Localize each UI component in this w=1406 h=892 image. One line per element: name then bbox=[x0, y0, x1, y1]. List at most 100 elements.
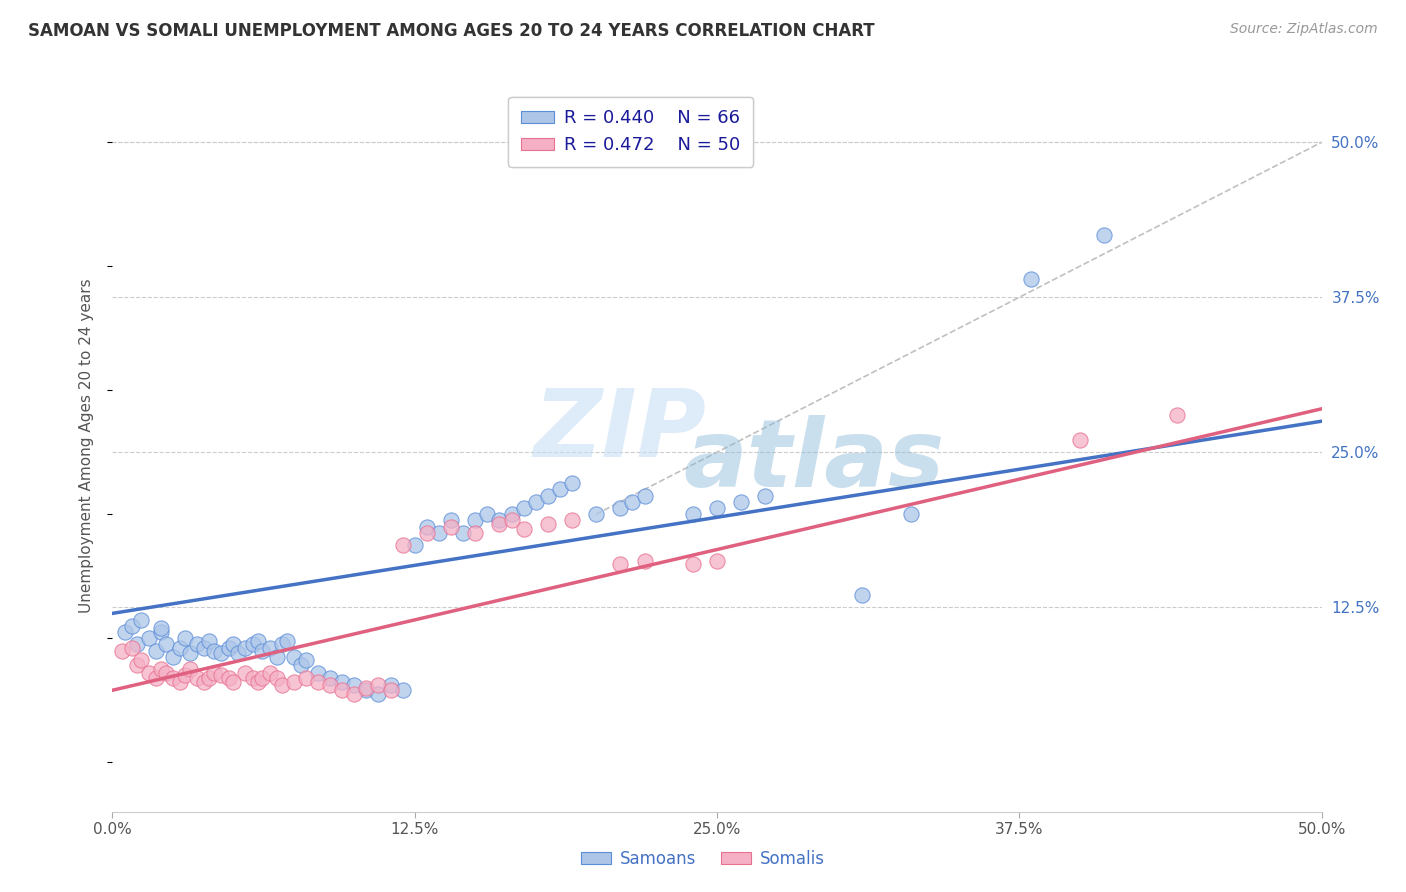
Point bbox=[111, 643, 134, 657]
Point bbox=[193, 641, 215, 656]
Point bbox=[1021, 271, 1043, 285]
Point bbox=[730, 495, 752, 509]
Point bbox=[477, 507, 499, 521]
Point bbox=[851, 588, 873, 602]
Point bbox=[427, 525, 450, 540]
Point bbox=[330, 674, 353, 689]
Point bbox=[162, 649, 184, 664]
Point bbox=[343, 678, 366, 692]
Point bbox=[149, 621, 172, 635]
Point bbox=[125, 658, 148, 673]
Point bbox=[561, 476, 583, 491]
Point bbox=[218, 641, 240, 656]
Point bbox=[246, 633, 269, 648]
Point bbox=[138, 631, 160, 645]
Text: ZIP: ZIP bbox=[534, 385, 707, 477]
Point bbox=[367, 678, 389, 692]
Point bbox=[131, 613, 153, 627]
Point bbox=[391, 683, 413, 698]
Point bbox=[319, 671, 342, 685]
Point bbox=[149, 624, 172, 639]
Point bbox=[198, 671, 221, 685]
Point bbox=[440, 519, 463, 533]
Point bbox=[501, 507, 523, 521]
Point bbox=[114, 624, 136, 639]
Point bbox=[633, 554, 655, 568]
Point bbox=[900, 507, 922, 521]
Point bbox=[252, 671, 274, 685]
Point bbox=[307, 665, 329, 680]
Point bbox=[488, 517, 510, 532]
Point bbox=[266, 671, 288, 685]
Point bbox=[169, 641, 191, 656]
Point bbox=[537, 489, 560, 503]
Point bbox=[246, 674, 269, 689]
Point bbox=[451, 525, 474, 540]
Point bbox=[512, 522, 534, 536]
Point bbox=[169, 674, 191, 689]
Point bbox=[174, 631, 197, 645]
Point bbox=[193, 674, 215, 689]
Point bbox=[754, 489, 776, 503]
Point bbox=[125, 637, 148, 651]
Point bbox=[440, 513, 463, 527]
Point bbox=[537, 517, 560, 532]
Point bbox=[155, 637, 177, 651]
Point bbox=[209, 668, 232, 682]
Point bbox=[145, 671, 167, 685]
Point bbox=[121, 619, 143, 633]
Point bbox=[145, 643, 167, 657]
Point bbox=[307, 674, 329, 689]
Point bbox=[356, 681, 378, 695]
Point bbox=[235, 665, 257, 680]
Point bbox=[416, 519, 439, 533]
Point bbox=[252, 643, 274, 657]
Point bbox=[404, 538, 426, 552]
Point bbox=[621, 495, 644, 509]
Point bbox=[131, 653, 153, 667]
Point bbox=[270, 637, 292, 651]
Y-axis label: Unemployment Among Ages 20 to 24 years: Unemployment Among Ages 20 to 24 years bbox=[79, 278, 94, 614]
Point bbox=[121, 641, 143, 656]
Point bbox=[706, 500, 728, 515]
Point bbox=[290, 658, 312, 673]
Point bbox=[319, 678, 342, 692]
Legend: R = 0.440    N = 66, R = 0.472    N = 50: R = 0.440 N = 66, R = 0.472 N = 50 bbox=[509, 96, 754, 167]
Point bbox=[226, 646, 249, 660]
Point bbox=[488, 513, 510, 527]
Point bbox=[186, 671, 208, 685]
Point bbox=[149, 662, 172, 676]
Point bbox=[524, 495, 547, 509]
Point bbox=[464, 525, 486, 540]
Point bbox=[162, 671, 184, 685]
Point bbox=[209, 646, 232, 660]
Point bbox=[242, 671, 264, 685]
Point bbox=[464, 513, 486, 527]
Point bbox=[202, 665, 225, 680]
Point bbox=[330, 683, 353, 698]
Point bbox=[266, 649, 288, 664]
Point bbox=[380, 678, 402, 692]
Text: Source: ZipAtlas.com: Source: ZipAtlas.com bbox=[1230, 22, 1378, 37]
Point bbox=[706, 554, 728, 568]
Point bbox=[1092, 228, 1115, 243]
Point bbox=[343, 687, 366, 701]
Point bbox=[259, 665, 281, 680]
Point bbox=[179, 646, 201, 660]
Point bbox=[295, 671, 318, 685]
Point bbox=[416, 525, 439, 540]
Point bbox=[391, 538, 413, 552]
Point bbox=[235, 641, 257, 656]
Legend: Samoans, Somalis: Samoans, Somalis bbox=[575, 844, 831, 875]
Point bbox=[561, 513, 583, 527]
Text: SAMOAN VS SOMALI UNEMPLOYMENT AMONG AGES 20 TO 24 YEARS CORRELATION CHART: SAMOAN VS SOMALI UNEMPLOYMENT AMONG AGES… bbox=[28, 22, 875, 40]
Point bbox=[259, 641, 281, 656]
Point bbox=[609, 557, 631, 571]
Point bbox=[585, 507, 607, 521]
Point bbox=[283, 649, 305, 664]
Point bbox=[283, 674, 305, 689]
Point bbox=[186, 637, 208, 651]
Point bbox=[222, 674, 245, 689]
Point bbox=[1166, 408, 1188, 422]
Point bbox=[501, 513, 523, 527]
